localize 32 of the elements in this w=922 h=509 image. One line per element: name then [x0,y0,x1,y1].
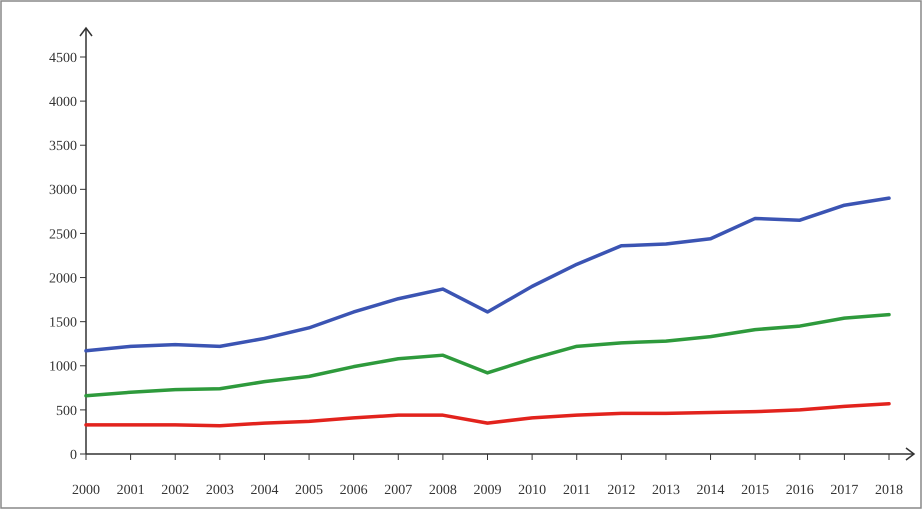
x-tick-label: 2012 [607,483,636,498]
x-tick-label: 2000 [72,483,100,498]
x-tick-label: 2013 [652,483,680,498]
line-series [84,196,891,353]
x-tick-label: 2004 [250,483,278,498]
x-tick-label: 2002 [161,483,190,498]
x-tick-label: 2015 [741,483,770,498]
line-series [84,312,891,398]
x-tick-label: 2001 [116,483,145,498]
x-tick-label: 2014 [696,483,725,498]
x-tick-label: 2003 [206,483,234,498]
y-tick-label: 2500 [49,227,77,242]
x-tick-label: 2009 [474,483,502,498]
x-tick-label: 2006 [340,483,368,498]
y-tick-label: 4500 [49,50,77,66]
y-tick-label: 3000 [49,183,77,198]
y-tick-label: 1500 [49,316,77,331]
y-tick-label: 0 [70,448,77,463]
x-tick-label: 2005 [295,483,324,498]
x-tick-label: 2010 [518,483,546,498]
x-tick-label: 2008 [428,483,457,498]
y-tick-label: 500 [56,404,77,419]
x-tick-label: 2017 [830,483,858,498]
x-tick-label: 2016 [786,483,814,498]
line-series [84,402,891,428]
y-tick-label: 4000 [49,95,77,110]
y-tick-label: 2000 [49,271,77,286]
y-tick-label: 3500 [49,139,77,154]
x-tick-label: 2018 [875,483,903,498]
x-tick-label: 2011 [562,483,590,498]
x-tick-label: 2007 [384,483,412,498]
y-tick-label: 1000 [49,360,77,375]
